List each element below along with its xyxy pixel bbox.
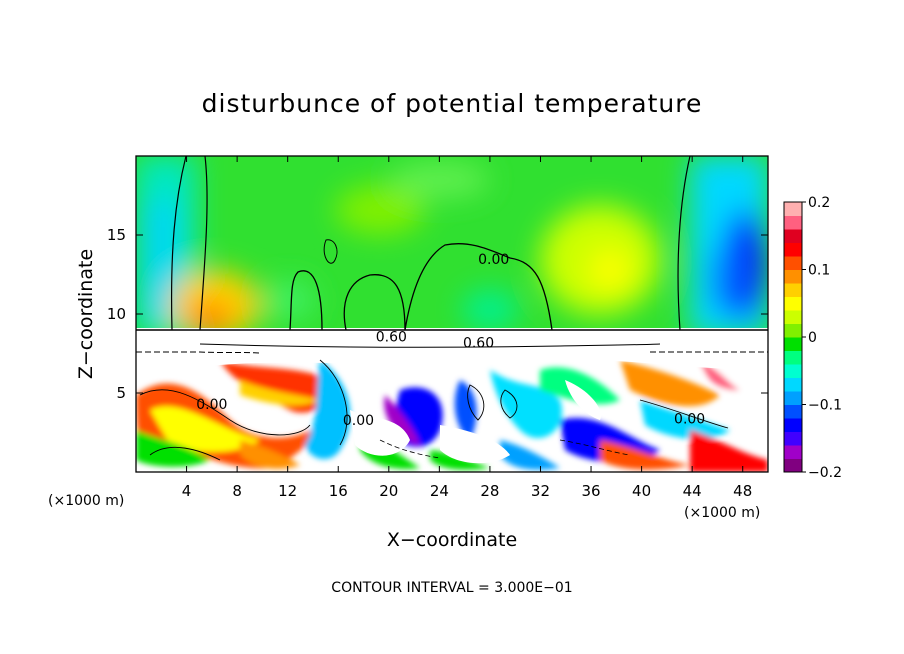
colorbar-segment — [784, 296, 802, 311]
contour-label: 0.00 — [674, 411, 705, 427]
colorbar: 0.2 0.1 0 −0.1 −0.2 — [783, 195, 842, 481]
colorbar-segment — [784, 431, 802, 446]
colorbar-tick-label: −0.1 — [808, 398, 842, 414]
colorbar-segment — [784, 458, 802, 473]
x-tick-label: 24 — [430, 482, 449, 500]
x-axis-unit-left: (×1000 m) — [48, 493, 124, 509]
contour-lines — [136, 156, 768, 461]
contour-label: 0.00 — [343, 413, 374, 429]
colorbar-segment — [784, 229, 802, 243]
colorbar-segment — [784, 377, 802, 392]
colorbar-segment — [784, 269, 802, 284]
colorbar-segment — [784, 256, 802, 270]
contour-label: 0.60 — [463, 336, 494, 352]
y-axis-label: Z−coordinate — [75, 249, 97, 379]
x-tick-label: 4 — [182, 482, 192, 500]
contour-label: 0.60 — [376, 329, 407, 345]
colorbar-segment — [784, 337, 802, 351]
colorbar-tick-label: 0.2 — [808, 195, 830, 211]
contour-label: 0.00 — [478, 252, 509, 268]
plot-area — [136, 156, 768, 472]
colorbar-segment — [784, 350, 802, 365]
upper-field — [136, 156, 768, 340]
x-tick-label: 40 — [632, 482, 651, 500]
y-tick-label: 15 — [107, 226, 126, 244]
colorbar-segment — [784, 323, 802, 338]
colorbar-segment — [784, 283, 802, 297]
contour-label: 0.00 — [196, 397, 227, 413]
y-tick-label: 5 — [116, 384, 126, 402]
colorbar-tick-label: 0.1 — [808, 263, 830, 279]
lower-field — [136, 350, 768, 472]
colorbar-segment — [784, 445, 802, 459]
x-tick-label: 48 — [733, 482, 752, 500]
x-tick-label: 36 — [581, 482, 600, 500]
colorbar-segment — [784, 310, 802, 324]
y-axis: 5 10 15 — [107, 226, 768, 402]
x-axis: 4 8 12 16 20 24 28 32 36 40 44 48 — [182, 156, 752, 500]
chart-title: disturbunce of potential temperature — [202, 89, 703, 118]
x-axis-unit-right: (×1000 m) — [684, 505, 760, 521]
colorbar-segment — [784, 242, 802, 257]
y-tick-label: 10 — [107, 305, 126, 323]
x-tick-label: 20 — [379, 482, 398, 500]
colorbar-segment — [784, 364, 802, 378]
x-axis-label: X−coordinate — [387, 529, 517, 551]
x-tick-label: 8 — [232, 482, 242, 500]
x-tick-label: 28 — [480, 482, 499, 500]
x-tick-label: 32 — [531, 482, 550, 500]
x-tick-label: 44 — [683, 482, 702, 500]
colorbar-segment — [784, 418, 802, 432]
colorbar-tick-label: −0.2 — [808, 465, 842, 481]
colorbar-segment — [784, 391, 802, 405]
inversion-band — [136, 328, 768, 352]
colorbar-tick-label: 0 — [808, 330, 817, 346]
x-tick-label: 16 — [329, 482, 348, 500]
colorbar-segment — [784, 202, 802, 216]
contour-label-layer: 0.00 0.60 0.60 0.00 0.00 0.00 — [196, 252, 705, 429]
colorbar-segment — [784, 215, 802, 230]
x-tick-label: 12 — [278, 482, 297, 500]
colorbar-segment — [784, 404, 802, 419]
contour-interval-note: CONTOUR INTERVAL = 3.000E−01 — [331, 580, 572, 596]
